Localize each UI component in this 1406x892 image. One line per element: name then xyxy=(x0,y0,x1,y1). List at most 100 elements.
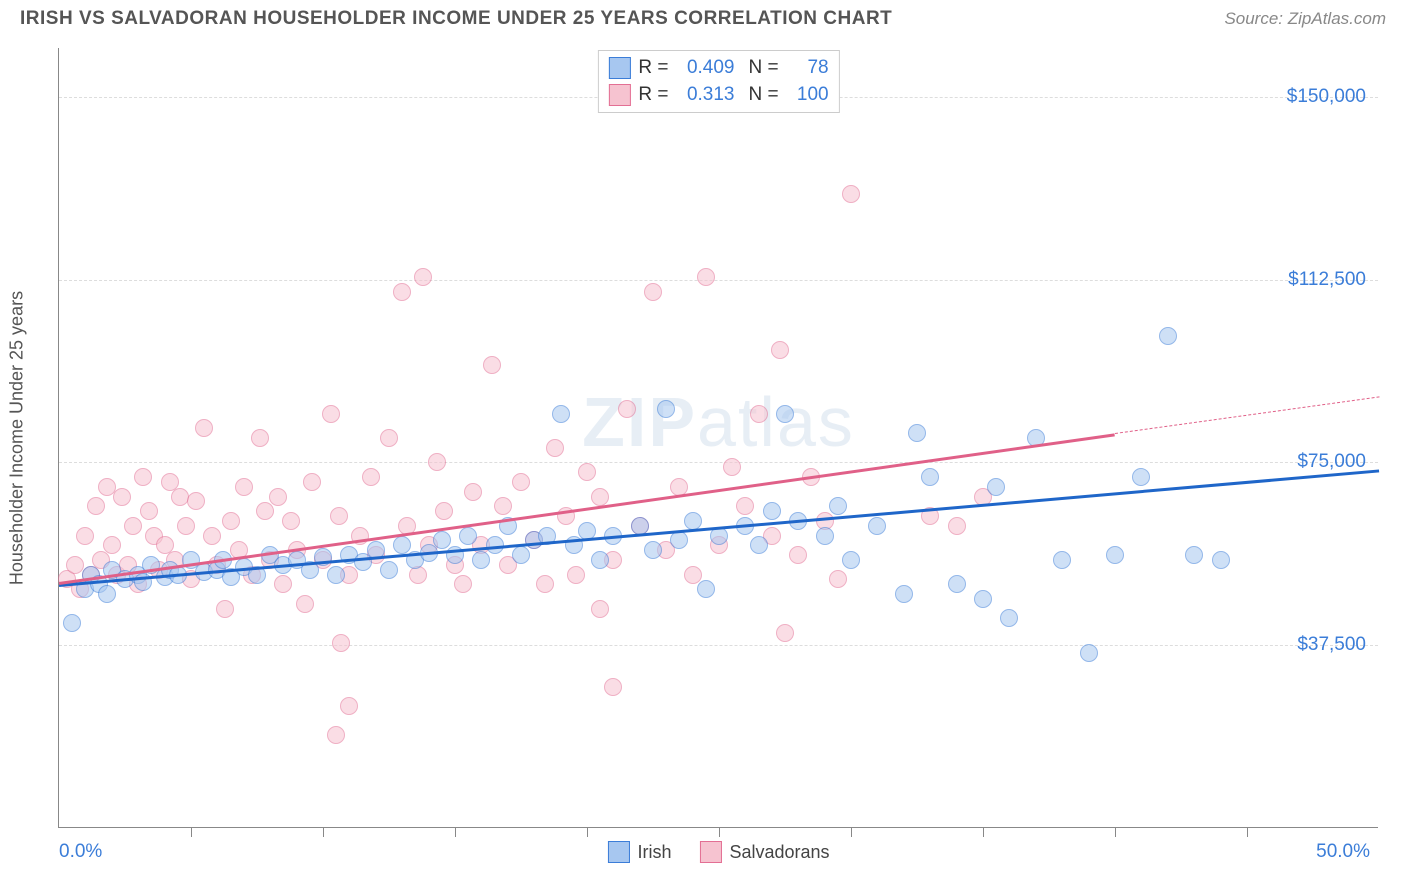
y-axis-title: Householder Income Under 25 years xyxy=(7,290,28,584)
data-point xyxy=(362,468,380,486)
data-point xyxy=(908,424,926,442)
data-point xyxy=(235,478,253,496)
x-tick xyxy=(323,827,324,837)
data-point xyxy=(1132,468,1150,486)
trend-line-extrapolated xyxy=(1115,397,1379,435)
data-point xyxy=(393,536,411,554)
data-point xyxy=(483,356,501,374)
data-point xyxy=(1106,546,1124,564)
legend-label: Salvadorans xyxy=(729,842,829,863)
data-point xyxy=(203,527,221,545)
y-tick-label: $75,000 xyxy=(1297,451,1366,473)
data-point xyxy=(829,570,847,588)
trend-line xyxy=(59,470,1379,587)
data-point xyxy=(435,502,453,520)
stat-row: R = 0.409 N = 78 xyxy=(608,55,828,82)
data-point xyxy=(536,575,554,593)
gridline xyxy=(59,280,1378,281)
watermark-right: atlas xyxy=(697,383,855,461)
data-point xyxy=(591,551,609,569)
data-point xyxy=(776,405,794,423)
data-point xyxy=(177,517,195,535)
data-point xyxy=(274,575,292,593)
data-point xyxy=(393,283,411,301)
data-point xyxy=(842,185,860,203)
y-tick-label: $112,500 xyxy=(1288,269,1366,291)
stat-row: R =0.313N =100 xyxy=(608,82,828,109)
n-label: N = xyxy=(749,55,779,82)
x-tick xyxy=(983,827,984,837)
x-tick xyxy=(1115,827,1116,837)
r-value: 0.409 xyxy=(677,55,735,82)
data-point xyxy=(921,468,939,486)
data-point xyxy=(895,585,913,603)
data-point xyxy=(657,400,675,418)
data-point xyxy=(433,531,451,549)
data-point xyxy=(296,595,314,613)
legend-item: Irish xyxy=(607,841,671,863)
data-point xyxy=(591,600,609,618)
data-point xyxy=(1080,644,1098,662)
x-tick xyxy=(455,827,456,837)
x-tick xyxy=(851,827,852,837)
n-value: 78 xyxy=(787,55,829,82)
r-label: R = xyxy=(638,82,668,109)
data-point xyxy=(124,517,142,535)
data-point xyxy=(684,512,702,530)
data-point xyxy=(670,531,688,549)
data-point xyxy=(256,502,274,520)
data-point xyxy=(736,497,754,515)
data-point xyxy=(63,614,81,632)
correlation-stats-box: R =0.409N =78R =0.313N =100 xyxy=(597,50,839,113)
series-swatch xyxy=(608,84,630,106)
data-point xyxy=(829,497,847,515)
data-point xyxy=(723,458,741,476)
data-point xyxy=(269,488,287,506)
data-point xyxy=(697,268,715,286)
data-point xyxy=(282,512,300,530)
data-point xyxy=(303,473,321,491)
x-tick xyxy=(191,827,192,837)
scatter-chart: Householder Income Under 25 years ZIPatl… xyxy=(58,48,1378,828)
x-tick xyxy=(587,827,588,837)
data-point xyxy=(330,507,348,525)
data-point xyxy=(459,527,477,545)
n-label: N = xyxy=(749,82,779,109)
r-label: R = xyxy=(638,55,668,82)
data-point xyxy=(618,400,636,418)
data-point xyxy=(103,536,121,554)
data-point xyxy=(776,624,794,642)
data-point xyxy=(332,634,350,652)
data-point xyxy=(216,600,234,618)
data-point xyxy=(327,726,345,744)
data-point xyxy=(134,468,152,486)
data-point xyxy=(472,551,490,569)
data-point xyxy=(87,497,105,515)
x-axis-label: 0.0% xyxy=(59,841,102,863)
data-point xyxy=(380,561,398,579)
data-point xyxy=(789,546,807,564)
data-point xyxy=(684,566,702,584)
data-point xyxy=(948,517,966,535)
data-point xyxy=(604,678,622,696)
gridline xyxy=(59,462,1378,463)
r-value: 0.313 xyxy=(677,82,735,109)
data-point xyxy=(1212,551,1230,569)
series-swatch xyxy=(608,57,630,79)
chart-source: Source: ZipAtlas.com xyxy=(1224,9,1386,29)
data-point xyxy=(974,590,992,608)
watermark-left: ZIP xyxy=(582,383,697,461)
data-point xyxy=(816,527,834,545)
data-point xyxy=(948,575,966,593)
legend-label: Irish xyxy=(637,842,671,863)
data-point xyxy=(195,419,213,437)
data-point xyxy=(322,405,340,423)
data-point xyxy=(644,541,662,559)
data-point xyxy=(750,536,768,554)
data-point xyxy=(512,473,530,491)
legend-item: Salvadorans xyxy=(699,841,829,863)
data-point xyxy=(187,492,205,510)
data-point xyxy=(428,453,446,471)
data-point xyxy=(327,566,345,584)
x-tick xyxy=(719,827,720,837)
